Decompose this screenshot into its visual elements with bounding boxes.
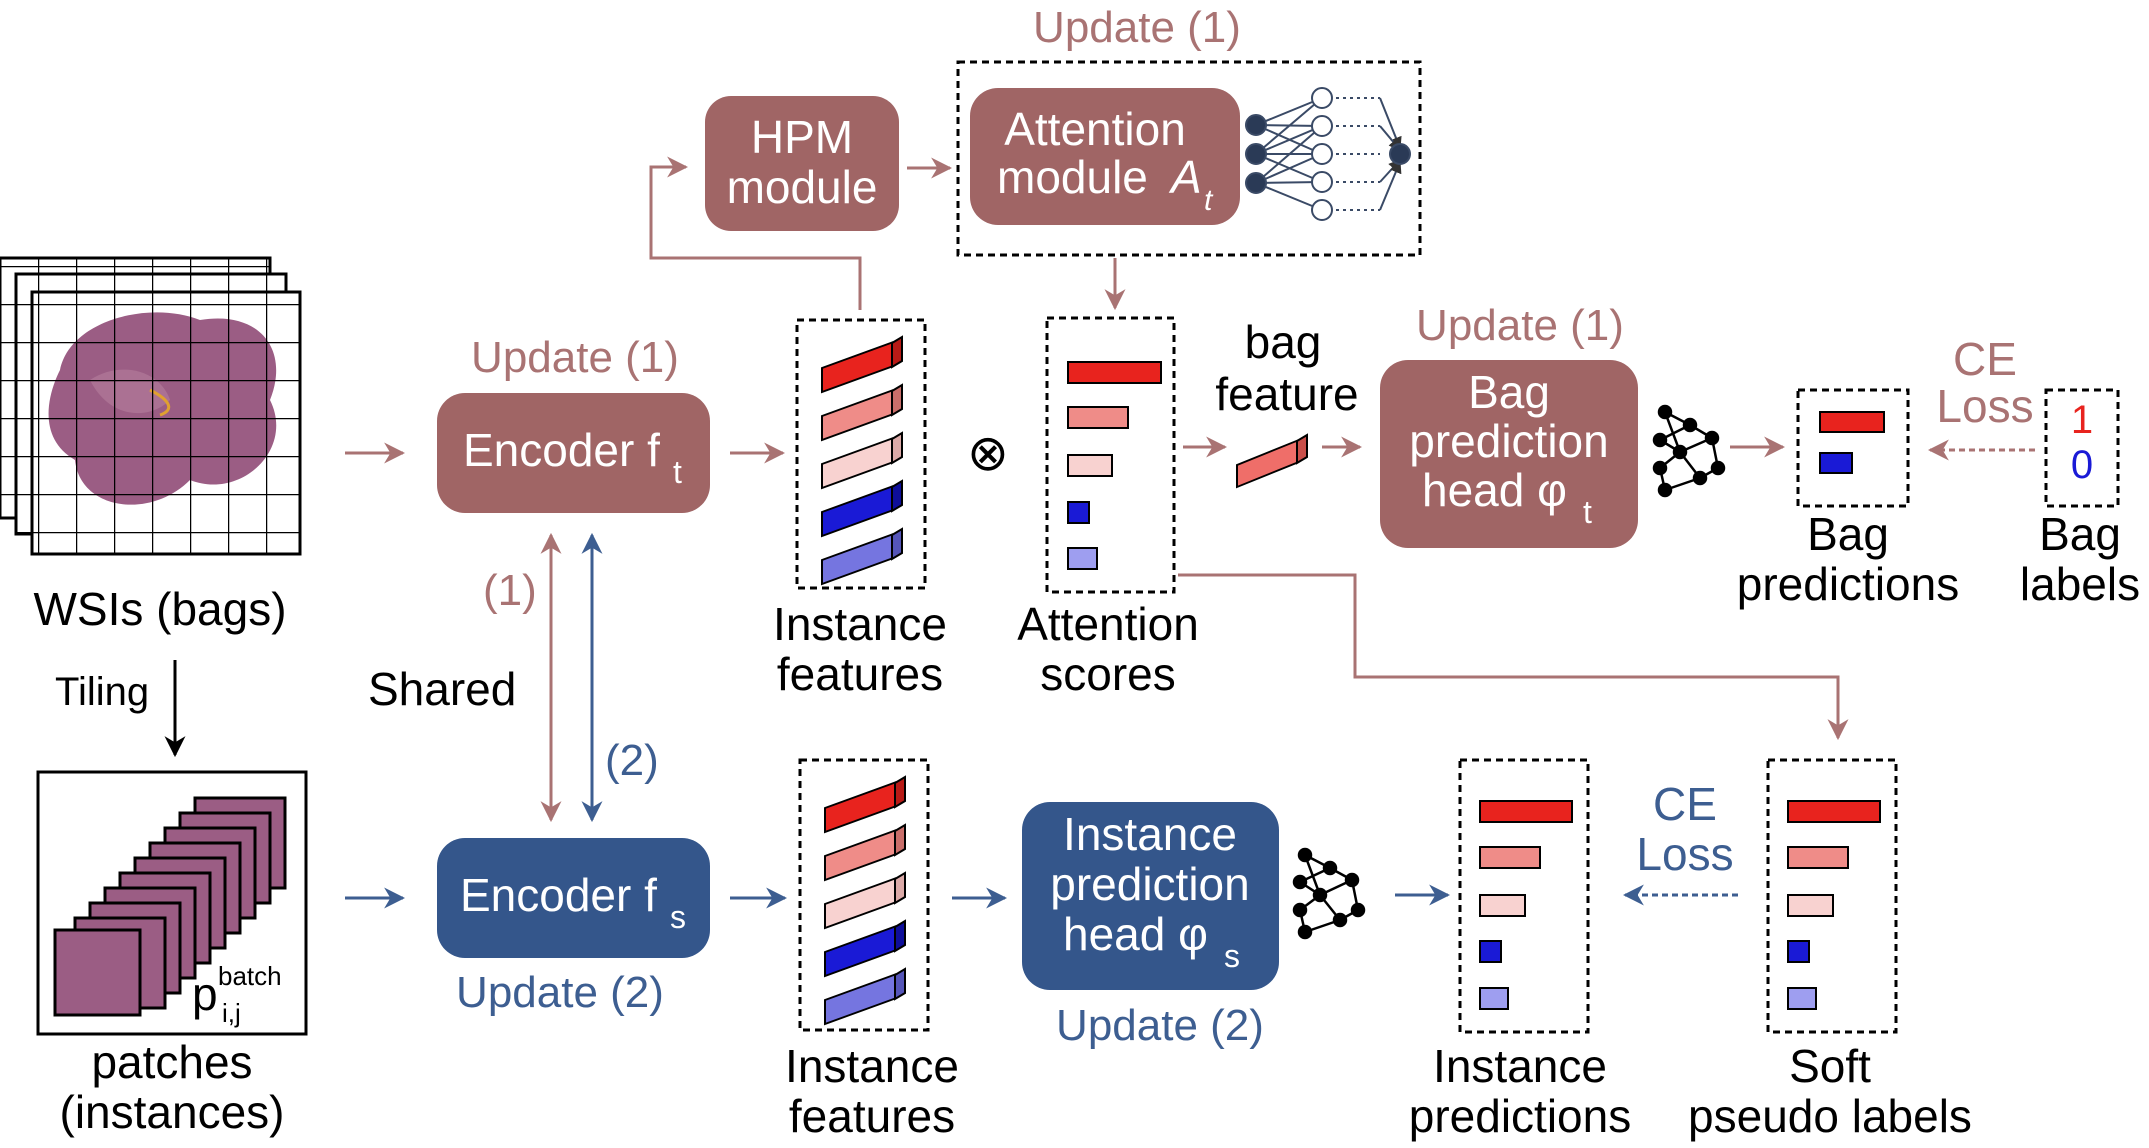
- encoder-t-update: Update (1): [471, 333, 679, 382]
- patch-symbol: p: [192, 968, 218, 1020]
- encoder-s-update: Update (2): [456, 968, 664, 1017]
- shared-path-1: (1): [483, 566, 537, 615]
- patches-label-2: (instances): [60, 1086, 285, 1138]
- attention-box: [970, 88, 1240, 225]
- encoder-t-box: [437, 393, 710, 513]
- bag-predictions-1: Bag: [1807, 508, 1889, 560]
- inst-pred-bar: [1479, 940, 1502, 963]
- attention-update: Update (1): [1033, 3, 1241, 52]
- bag-head-box: [1380, 360, 1638, 548]
- inst-head-box: [1022, 802, 1279, 990]
- feature-bars-bottom: [824, 775, 906, 1026]
- inst-pred-bar: [1479, 846, 1541, 869]
- patches-label-1: patches: [91, 1036, 252, 1088]
- instance-features-top-1: Instance: [773, 598, 947, 650]
- ce-loss-top-2: Loss: [1936, 380, 2033, 432]
- ce-loss-bottom-1: CE: [1653, 778, 1717, 830]
- inst-pred-bar: [1479, 894, 1526, 917]
- instance-features-top-box: [795, 318, 927, 590]
- bag-labels-box: [2044, 388, 2120, 508]
- patch-superscript: batch: [218, 961, 282, 991]
- patch-subscript: i,j: [222, 998, 241, 1028]
- patches-box: p batch i,j: [36, 770, 308, 1036]
- encoder-t-label: Encoder f: [463, 424, 660, 476]
- instance-features-bottom-1: Instance: [785, 1040, 959, 1092]
- inst-pred-bar: [1479, 800, 1573, 823]
- bag-head-update: Update (1): [1416, 301, 1624, 350]
- bag-labels-1: Bag: [2039, 508, 2121, 560]
- attention-symbol: A: [1168, 151, 1202, 203]
- inst-head-update: Update (2): [1056, 1001, 1264, 1050]
- attention-line-2: module: [997, 151, 1148, 203]
- graph-net-icon: [1292, 847, 1366, 940]
- instance-features-bottom-2: features: [789, 1090, 955, 1142]
- patch-stack-icon: [53, 796, 287, 1017]
- encoder-t-sub: t: [673, 454, 682, 490]
- graph-net-icon: [1652, 404, 1726, 498]
- instance-predictions-box: [1458, 758, 1590, 1034]
- ce-loss-top-1: CE: [1953, 333, 2017, 385]
- soft-label-bar: [1787, 894, 1834, 917]
- hpm-box: [705, 96, 899, 231]
- score-bar: [1067, 361, 1162, 384]
- inst-head-sub: s: [1224, 938, 1240, 974]
- attention-scores-box: [1045, 316, 1176, 594]
- score-bar: [1067, 547, 1098, 570]
- hpm-line-1: HPM: [751, 111, 853, 163]
- encoder-s-label: Encoder f: [460, 869, 657, 921]
- bag-head-sub: t: [1583, 494, 1592, 530]
- instance-features-top-2: features: [777, 648, 943, 700]
- bag-feature-2: feature: [1215, 368, 1358, 420]
- encoder-s-sub: s: [670, 899, 686, 935]
- shared-path-2: (2): [605, 736, 659, 785]
- tiling-label: Tiling: [55, 670, 149, 714]
- instance-predictions-1: Instance: [1433, 1040, 1607, 1092]
- wsi-stack: [0, 256, 302, 556]
- bag-feature-1: bag: [1245, 316, 1322, 368]
- instance-predictions-2: predictions: [1409, 1090, 1631, 1142]
- bag-head-line-1: Bag: [1468, 366, 1550, 418]
- bag-head-line-2: prediction: [1409, 415, 1608, 467]
- feature-bars-top: [821, 335, 903, 586]
- inst-head-line-1: Instance: [1063, 808, 1237, 860]
- wsi-label: WSIs (bags): [33, 583, 286, 635]
- attention-scores-1: Attention: [1017, 598, 1199, 650]
- instance-features-bottom-box: [798, 758, 930, 1032]
- soft-label-bar: [1787, 800, 1881, 823]
- inst-pred-bar: [1479, 987, 1509, 1010]
- attention-line-1: Attention: [1004, 103, 1186, 155]
- neural-net-icon: [1245, 87, 1411, 221]
- bag-pred-bar: [1819, 411, 1885, 433]
- shared-label: Shared: [368, 663, 516, 715]
- bag-label-one: 1: [2071, 398, 2093, 442]
- otimes-symbol: ⊗: [967, 425, 1009, 481]
- bag-feature-bar: [1236, 433, 1308, 489]
- bag-predictions-box: [1796, 388, 1910, 508]
- attention-scores-2: scores: [1040, 648, 1175, 700]
- bag-head-line-3: head φ: [1422, 464, 1567, 516]
- score-bar: [1067, 501, 1090, 524]
- score-bar: [1067, 454, 1113, 477]
- inst-head-line-2: prediction: [1050, 858, 1249, 910]
- inst-head-line-3: head φ: [1063, 908, 1208, 960]
- hpm-line-2: module: [727, 161, 878, 213]
- soft-label-bar: [1787, 940, 1810, 963]
- bag-label-zero: 0: [2071, 443, 2093, 487]
- soft-labels-box: [1766, 758, 1898, 1034]
- score-bar: [1067, 406, 1129, 429]
- ce-loss-bottom-2: Loss: [1636, 828, 1733, 880]
- bag-predictions-2: predictions: [1737, 558, 1959, 610]
- soft-labels-2: pseudo labels: [1688, 1090, 1972, 1142]
- bag-labels-2: labels: [2020, 558, 2140, 610]
- attention-outer-box: [956, 60, 1422, 257]
- encoder-s-box: [437, 838, 710, 958]
- soft-labels-1: Soft: [1789, 1040, 1871, 1092]
- soft-label-bar: [1787, 846, 1849, 869]
- attention-sub: t: [1204, 184, 1214, 217]
- bag-pred-bar: [1819, 452, 1853, 474]
- soft-label-bar: [1787, 987, 1817, 1010]
